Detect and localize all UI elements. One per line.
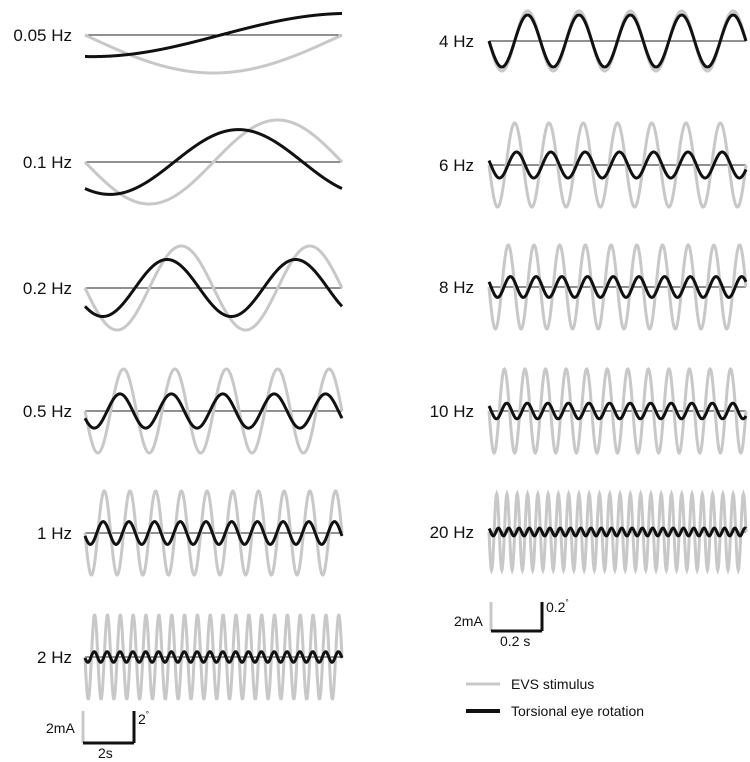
torsional-eye-rotation-trace xyxy=(83,128,344,196)
frequency-label: 2 Hz xyxy=(37,648,72,667)
torsional-eye-rotation-trace xyxy=(487,150,748,180)
high-frequency-scalebar: 2mA 0.2° 0.2 s xyxy=(454,598,569,649)
frequency-label: 4 Hz xyxy=(439,32,474,51)
scalebar-angle-unit: ° xyxy=(565,598,568,607)
trace-panels: 0.05 Hz 0.1 Hz 0.2 Hz 0.5 Hz 1 Hz 2 Hz 4 Hz 6 H… xyxy=(13,9,748,701)
scalebar-stimulus-label: 2mA xyxy=(46,720,75,736)
scalebar-angle-value: 2° xyxy=(138,710,149,727)
torsional-eye-rotation-trace xyxy=(487,275,748,299)
frequency-label: 0.2 Hz xyxy=(23,279,72,298)
frequency-label: 0.5 Hz xyxy=(23,402,72,421)
trace-panel: 0.1 Hz xyxy=(23,118,344,206)
frequency-label: 6 Hz xyxy=(439,156,474,175)
evs-stimulus-trace xyxy=(487,367,748,455)
torsional-eye-rotation-trace xyxy=(83,650,344,664)
low-frequency-scalebar: 2mA 2° 2s xyxy=(46,710,149,761)
frequency-label: 20 Hz xyxy=(430,523,474,542)
scalebar-stimulus-label: 2mA xyxy=(454,613,483,629)
torsional-eye-rotation-trace xyxy=(83,520,344,546)
scalebar-time-label: 0.2 s xyxy=(500,633,530,649)
torsional-eye-rotation-trace xyxy=(487,401,748,421)
trace-panel: 0.5 Hz xyxy=(23,367,344,455)
torsional-eye-rotation-trace xyxy=(83,11,344,59)
evs-stimulus-trace xyxy=(83,118,344,206)
legend-stimulus-label: EVS stimulus xyxy=(511,676,594,692)
scalebar-angle-value: 0.2° xyxy=(546,598,569,615)
torsional-eye-rotation-trace xyxy=(487,13,748,69)
torsional-eye-rotation-trace xyxy=(83,258,344,318)
scalebar-angle-number: 0.2 xyxy=(546,599,566,615)
scalebar-angle-unit: ° xyxy=(146,710,149,719)
frequency-label: 1 Hz xyxy=(37,524,72,543)
evs-stimulus-trace xyxy=(487,243,748,331)
frequency-label: 10 Hz xyxy=(430,402,474,421)
frequency-label: 0.05 Hz xyxy=(13,26,72,45)
scalebar-time-label: 2s xyxy=(98,745,113,761)
trace-panel: 10 Hz xyxy=(430,367,748,455)
torsional-eye-rotation-trace xyxy=(487,526,748,538)
torsional-eye-rotation-trace xyxy=(83,392,344,430)
legend-response-label: Torsional eye rotation xyxy=(511,703,644,719)
evs-stimulus-trace xyxy=(487,121,748,209)
scalebar-angle-number: 2 xyxy=(138,711,146,727)
trace-panel: 0.2 Hz xyxy=(23,244,344,332)
frequency-label: 8 Hz xyxy=(439,278,474,297)
trace-panel: 20 Hz xyxy=(430,489,748,575)
trace-panel: 2 Hz xyxy=(37,613,344,701)
evs-stimulus-trace xyxy=(487,489,748,575)
trace-panel: 0.05 Hz xyxy=(13,11,344,75)
evs-stimulus-trace xyxy=(83,244,344,332)
trace-panel: 4 Hz xyxy=(439,9,748,73)
frequency-label: 0.1 Hz xyxy=(23,153,72,172)
trace-panel: 8 Hz xyxy=(439,243,748,331)
trace-panel: 1 Hz xyxy=(37,489,344,577)
legend: EVS stimulus Torsional eye rotation xyxy=(466,676,644,719)
trace-panel: 6 Hz xyxy=(439,121,748,209)
evs-stimulus-trace xyxy=(83,367,344,455)
